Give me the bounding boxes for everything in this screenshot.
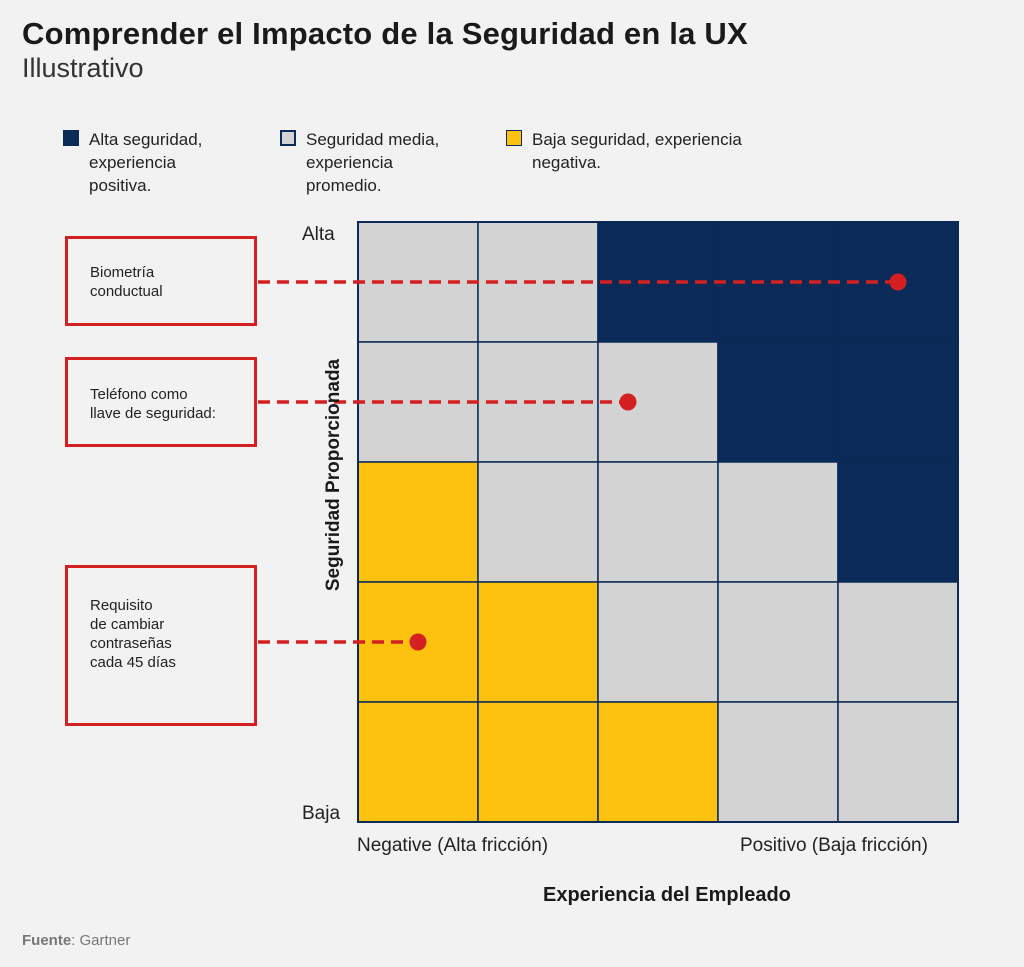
y-axis-label: Seguridad Proporcionada [323, 358, 344, 592]
plot-border [357, 221, 959, 823]
source-note: Fuente: Gartner [22, 932, 131, 949]
heatmap-cell-medium [597, 581, 719, 703]
callout-contrasenas: Requisito de cambiar contraseñas cada 45… [65, 565, 257, 726]
heatmap-cell-low [357, 461, 479, 583]
heatmap-cell-low [597, 701, 719, 823]
callout-telefono: Teléfono como llave de seguridad: [65, 357, 257, 447]
heatmap-cell-low [477, 581, 599, 703]
chart-title: Comprender el Impacto de la Seguridad en… [22, 16, 748, 51]
heatmap-cell-medium [477, 461, 599, 583]
heatmap-cell-medium [597, 341, 719, 463]
heatmap-cell-medium [717, 701, 839, 823]
x-axis-label: Experiencia del Empleado [543, 884, 791, 906]
y-tick-high: Alta [302, 224, 335, 245]
data-point [619, 393, 637, 411]
x-tick-positive: Positivo (Baja fricción) [740, 835, 928, 856]
heatmap-cell-medium [597, 461, 719, 583]
connector-lines [258, 280, 898, 644]
legend-label-low: Baja seguridad, experiencia negativa. [532, 130, 742, 172]
data-point [889, 273, 907, 291]
callout-biometria: Biometría conductual [65, 236, 257, 326]
heatmap-cell-low [357, 701, 479, 823]
heatmap-cell-medium [837, 701, 959, 823]
heatmap-cell-medium [837, 581, 959, 703]
chart-subtitle: Illustrativo [22, 53, 144, 83]
legend-swatch-low [506, 130, 522, 146]
data-points [409, 273, 907, 651]
heatmap-cell-high [837, 461, 959, 583]
heatmap-cell-high [837, 341, 959, 463]
heatmap-cell-medium [717, 581, 839, 703]
heatmap-cell-high [717, 341, 839, 463]
heatmap-cells [357, 221, 959, 823]
data-point [409, 633, 427, 651]
legend-label-medium: Seguridad media, experiencia promedio. [306, 130, 440, 195]
legend-swatch-medium [280, 130, 296, 146]
legend-swatch-high [63, 130, 79, 146]
x-tick-negative: Negative (Alta fricción) [357, 835, 549, 856]
legend-label-high: Alta seguridad, experiencia positiva. [89, 130, 203, 195]
heatmap-cell-medium [717, 461, 839, 583]
heatmap-cell-low [477, 701, 599, 823]
y-tick-low: Baja [302, 803, 341, 824]
